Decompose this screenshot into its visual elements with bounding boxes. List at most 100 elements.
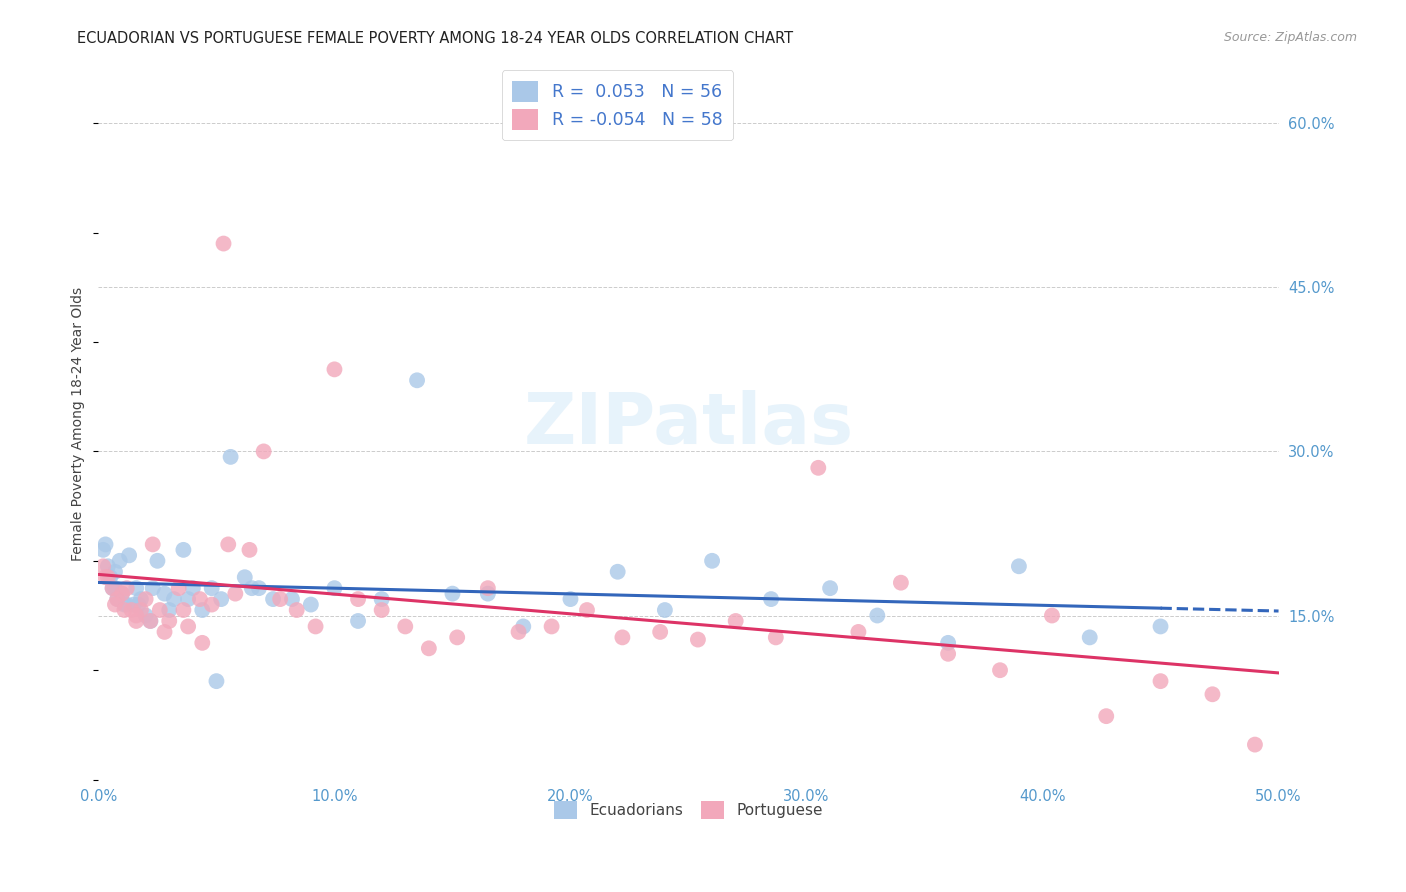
Point <box>122 598 145 612</box>
Point <box>139 614 162 628</box>
Text: ZIPatlas: ZIPatlas <box>523 390 853 458</box>
Point <box>104 565 127 579</box>
Point <box>104 581 127 595</box>
Point <box>759 592 782 607</box>
Point <box>104 598 127 612</box>
Point <box>1078 631 1101 645</box>
Point <box>1149 674 1171 689</box>
Point <box>157 603 180 617</box>
Point <box>125 608 148 623</box>
Point <box>238 542 260 557</box>
Point <box>172 542 194 557</box>
Point <box>111 587 134 601</box>
Point <box>97 559 120 574</box>
Point <box>650 624 672 639</box>
Point <box>936 647 959 661</box>
Point <box>347 592 370 607</box>
Point <box>446 631 468 645</box>
Point <box>149 603 172 617</box>
Point <box>866 608 889 623</box>
Point <box>247 581 270 595</box>
Point <box>394 619 416 633</box>
Point <box>105 592 128 607</box>
Point <box>94 537 117 551</box>
Point <box>347 614 370 628</box>
Point <box>91 559 114 574</box>
Point <box>201 581 224 595</box>
Point <box>606 565 628 579</box>
Point <box>1095 709 1118 723</box>
Point <box>612 631 634 645</box>
Point <box>1244 738 1267 752</box>
Point <box>418 641 440 656</box>
Point <box>163 592 186 607</box>
Point <box>101 581 124 595</box>
Point <box>172 603 194 617</box>
Point <box>112 603 135 617</box>
Point <box>575 603 598 617</box>
Point <box>111 587 134 601</box>
Point <box>101 581 124 595</box>
Point <box>441 587 464 601</box>
Point <box>212 236 235 251</box>
Point <box>818 581 841 595</box>
Point <box>121 603 143 617</box>
Point <box>129 592 152 607</box>
Legend: Ecuadorians, Portuguese: Ecuadorians, Portuguese <box>548 795 830 825</box>
Y-axis label: Female Poverty Among 18-24 Year Olds: Female Poverty Among 18-24 Year Olds <box>72 287 86 561</box>
Point <box>135 608 157 623</box>
Point <box>135 592 157 607</box>
Point <box>129 603 152 617</box>
Point <box>1201 687 1223 701</box>
Point <box>191 636 214 650</box>
Point <box>477 587 499 601</box>
Point <box>370 603 392 617</box>
Point <box>848 624 870 639</box>
Point <box>153 587 176 601</box>
Point <box>654 603 676 617</box>
Point <box>686 632 709 647</box>
Point <box>936 636 959 650</box>
Point <box>988 663 1011 677</box>
Point <box>177 619 200 633</box>
Point <box>217 537 239 551</box>
Point <box>281 592 304 607</box>
Point <box>560 592 582 607</box>
Point <box>153 624 176 639</box>
Point <box>125 581 148 595</box>
Point <box>253 444 276 458</box>
Point <box>108 554 131 568</box>
Point <box>112 598 135 612</box>
Point <box>167 581 190 595</box>
Text: ECUADORIAN VS PORTUGUESE FEMALE POVERTY AMONG 18-24 YEAR OLDS CORRELATION CHART: ECUADORIAN VS PORTUGUESE FEMALE POVERTY … <box>77 31 793 46</box>
Point <box>115 581 138 595</box>
Point <box>205 674 228 689</box>
Point <box>188 592 211 607</box>
Point <box>146 554 169 568</box>
Point <box>177 592 200 607</box>
Point <box>540 619 562 633</box>
Text: Source: ZipAtlas.com: Source: ZipAtlas.com <box>1223 31 1357 45</box>
Point <box>142 537 165 551</box>
Point <box>142 581 165 595</box>
Point <box>139 614 162 628</box>
Point <box>125 614 148 628</box>
Point <box>406 373 429 387</box>
Point <box>1008 559 1031 574</box>
Point <box>1149 619 1171 633</box>
Point <box>508 624 530 639</box>
Point <box>1040 608 1063 623</box>
Point <box>209 592 232 607</box>
Point <box>323 362 346 376</box>
Point <box>219 450 242 464</box>
Point <box>269 592 291 607</box>
Point <box>262 592 284 607</box>
Point <box>240 581 263 595</box>
Point <box>157 614 180 628</box>
Point <box>201 598 224 612</box>
Point <box>97 570 120 584</box>
Point <box>191 603 214 617</box>
Point <box>370 592 392 607</box>
Point <box>512 619 534 633</box>
Point <box>477 581 499 595</box>
